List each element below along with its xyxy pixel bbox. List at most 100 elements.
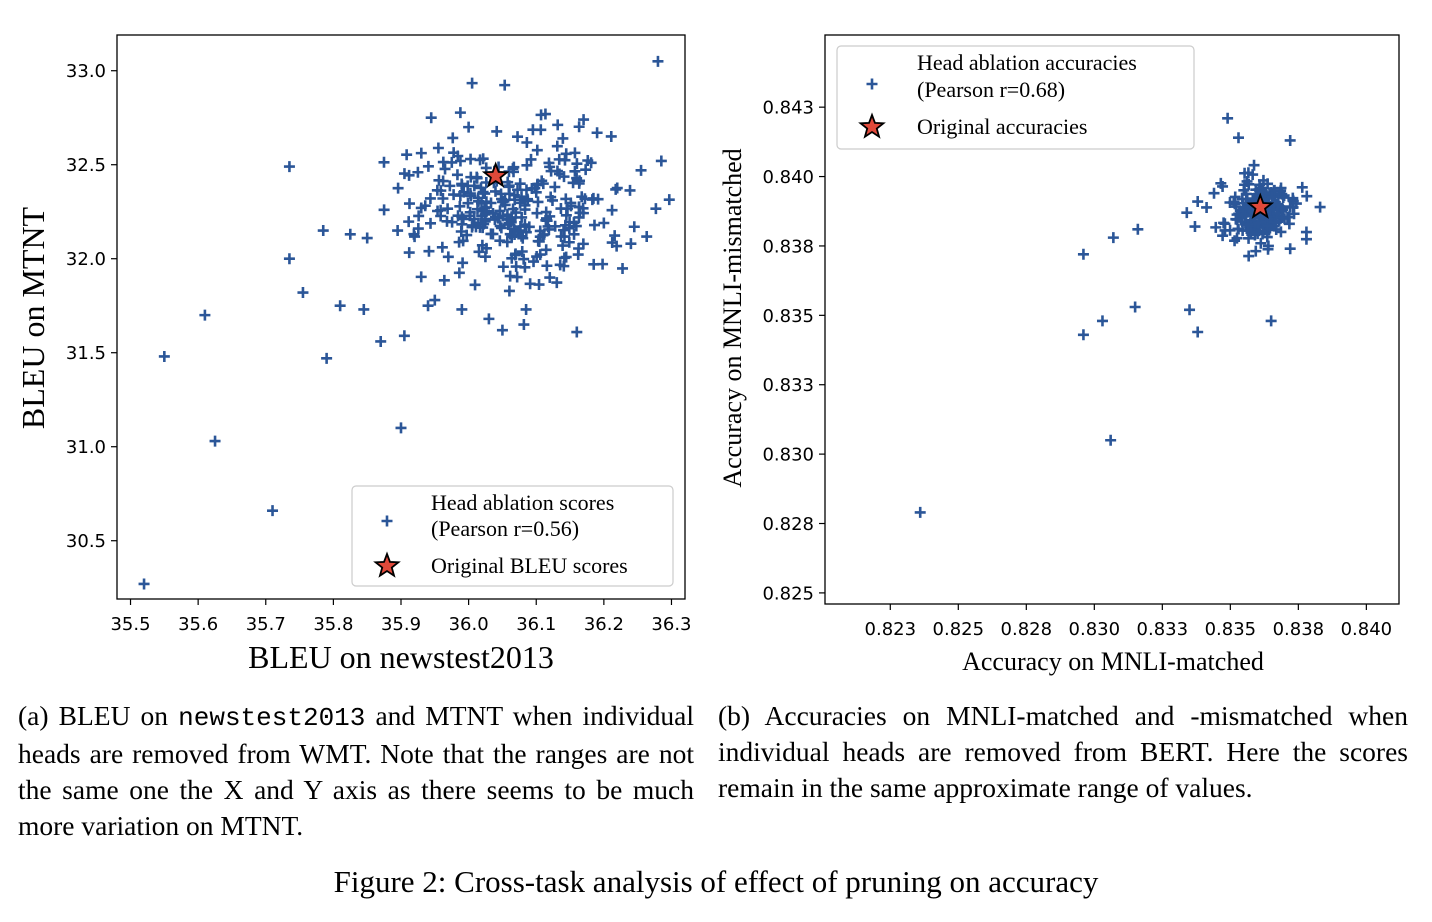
caption-a: (a) BLEU on newstest2013 and MTNT when i… (18, 698, 694, 844)
ablation-point (499, 79, 511, 91)
legend-plus-marker-glyph (866, 78, 878, 90)
x-axis-label: Accuracy on MNLI-matched (962, 647, 1264, 676)
legend: Head ablation scores (Pearson r=0.56) Or… (351, 485, 674, 587)
ablation-point (1232, 132, 1244, 144)
ablation-point (520, 303, 532, 315)
ablation-point (451, 169, 463, 181)
ablation-point (624, 184, 636, 196)
ablation-point (442, 203, 454, 215)
legend-plus-marker (866, 78, 878, 90)
ablation-point (474, 154, 486, 166)
scatter-points (138, 55, 675, 590)
ablation-point (503, 217, 515, 229)
ablation-point (587, 192, 599, 204)
ablation-point (415, 202, 427, 214)
ablation-point (1096, 315, 1108, 327)
ablation-point (392, 225, 404, 237)
x-tick-label: 0.830 (1069, 619, 1121, 640)
ablation-point (1222, 112, 1234, 124)
ablation-point (537, 229, 549, 241)
scatter-points (914, 112, 1326, 518)
y-tick-label: 32.5 (66, 155, 106, 176)
ablation-point (378, 156, 390, 168)
ablation-point (641, 231, 653, 243)
x-tick-label: 36.3 (651, 614, 691, 635)
ablation-point (496, 324, 508, 336)
ablation-point (437, 156, 449, 168)
ablation-point (1132, 223, 1144, 235)
ablation-point (516, 246, 528, 258)
x-tick-label: 0.833 (1137, 619, 1189, 640)
ablation-point (1242, 167, 1254, 179)
x-tick-label: 0.823 (865, 619, 917, 640)
x-tick-label: 0.840 (1341, 619, 1393, 640)
ablation-point (573, 211, 585, 223)
y-tick-label: 0.835 (762, 306, 814, 327)
ablation-point (438, 274, 450, 286)
ablation-point (378, 204, 390, 216)
ablation-point (1184, 304, 1196, 316)
y-tick-label: 0.840 (762, 167, 814, 188)
ablation-point (471, 171, 483, 183)
ablation-point (495, 188, 507, 200)
ablation-point (267, 505, 279, 517)
y-tick-label: 0.833 (762, 375, 814, 396)
ablation-point (1129, 301, 1141, 313)
ablation-point (565, 200, 577, 212)
ablation-point (473, 246, 485, 258)
ablation-point (530, 186, 542, 198)
ablation-point (1284, 243, 1296, 255)
ablation-point (1236, 216, 1248, 228)
ablation-point (447, 132, 459, 144)
panel-b-chart: 0.823 0.825 0.828 0.830 0.833 0.835 0.838 0.840… (718, 34, 1400, 676)
caption-a-dataset: newstest2013 (178, 703, 366, 733)
ablation-point (914, 506, 926, 518)
x-tick-label: 35.7 (246, 614, 286, 635)
ablation-point (557, 240, 569, 252)
legend-label-original: Original accuracies (917, 114, 1087, 139)
ablation-point (524, 278, 536, 290)
ablation-point (1215, 177, 1227, 189)
ablation-point (403, 216, 415, 228)
ablation-point (1268, 184, 1280, 196)
ablation-point (403, 247, 415, 259)
axis-ticks: 35.5 35.6 35.7 35.8 35.9 36.0 36.1 36.2 36.3 30.5… (66, 61, 692, 635)
y-tick-label: 0.828 (762, 514, 814, 535)
ablation-point (1268, 196, 1280, 208)
ablation-point (487, 228, 499, 240)
ablation-point (1277, 192, 1289, 204)
ablation-point (552, 119, 564, 131)
original-score-star (481, 161, 510, 188)
ablation-point (283, 161, 295, 173)
ablation-point (1242, 219, 1254, 231)
ablation-point (361, 232, 373, 244)
ablation-point (521, 159, 533, 171)
ablation-point (580, 164, 592, 176)
legend-star-marker (373, 551, 401, 578)
ablation-point (571, 158, 583, 170)
ablation-point (489, 185, 501, 197)
ablation-point (512, 131, 524, 143)
x-tick-label: 0.828 (1001, 619, 1053, 640)
ablation-point (563, 236, 575, 248)
ablation-point (497, 261, 509, 273)
ablation-point (501, 236, 513, 248)
ablation-point (518, 253, 530, 265)
ablation-point (570, 220, 582, 232)
ablation-point (358, 303, 370, 315)
ablation-point (516, 191, 528, 203)
ablation-point (321, 352, 333, 364)
x-tick-label: 0.825 (933, 619, 985, 640)
ablation-point (527, 124, 539, 136)
ablation-point (635, 164, 647, 176)
ablation-point (503, 285, 515, 297)
ablation-point (1301, 190, 1313, 202)
ablation-point (610, 183, 622, 195)
ablation-point (510, 261, 522, 273)
legend-plus-marker (381, 515, 393, 527)
legend-label-pearson: (Pearson r=0.56) (431, 516, 579, 541)
ablation-point (392, 182, 404, 194)
ablation-point (568, 228, 580, 240)
ablation-point (606, 204, 618, 216)
ablation-point (138, 578, 150, 590)
